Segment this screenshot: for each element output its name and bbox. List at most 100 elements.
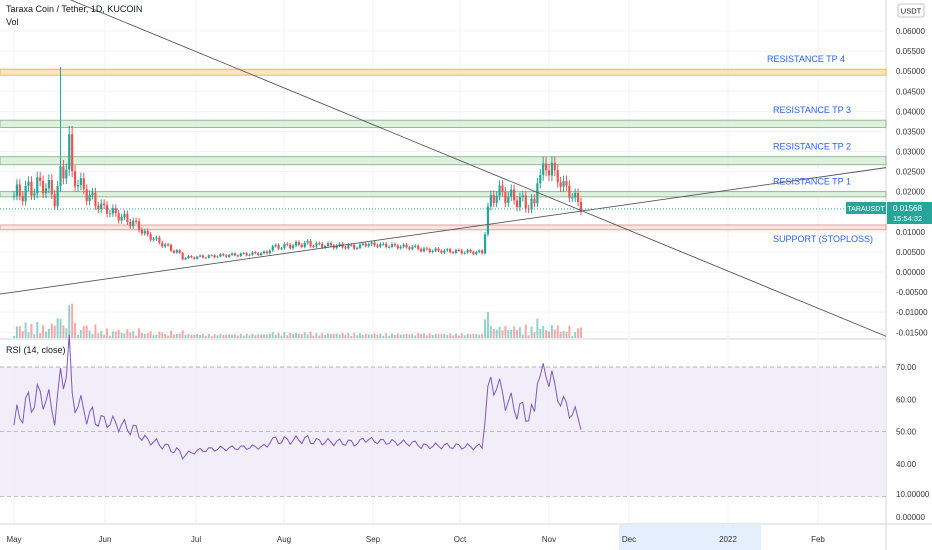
candle-body: [216, 256, 219, 258]
candle-body: [478, 250, 481, 253]
time-label: Aug: [277, 535, 291, 544]
volume-bar: [303, 332, 306, 338]
candle-body: [105, 205, 109, 214]
volume-bar: [126, 329, 129, 338]
candle-body: [454, 250, 458, 253]
volume-bar: [324, 334, 327, 338]
volume-bar: [550, 325, 553, 338]
volume-bar: [143, 333, 146, 338]
candle-body: [201, 255, 205, 258]
volume-bar: [306, 334, 309, 338]
candle-body: [254, 252, 257, 254]
volume-bar: [440, 334, 443, 338]
candle-body: [164, 244, 167, 247]
candle-body: [379, 244, 382, 247]
zone-label-1: RESISTANCE TP 3: [773, 105, 851, 115]
time-axis[interactable]: May Jun Jul Aug Sep Oct Nov Dec 2022 Feb: [6, 525, 825, 550]
volume-bar: [201, 334, 204, 338]
candle-body: [33, 193, 36, 196]
candle-body: [117, 213, 120, 221]
candle-body: [274, 244, 277, 247]
candle-body: [248, 254, 251, 256]
rsi-indicator: [0, 334, 886, 497]
rsi-axis[interactable]: 70.00 60.00 50.00 40.00 10.00000 0.00000: [896, 363, 930, 522]
candle-body: [210, 255, 213, 257]
candle-body: [56, 185, 59, 207]
trendline-0: [0, 167, 887, 295]
candle-body: [204, 257, 208, 259]
zone-2: [0, 156, 887, 166]
volume-bar: [484, 319, 487, 338]
last-price-value: 0.01568: [893, 204, 922, 213]
volume-bar: [175, 333, 178, 338]
candle-body: [126, 214, 129, 222]
volume-bar: [184, 334, 187, 338]
candle-body: [425, 248, 428, 250]
currency-button-label[interactable]: USDT: [901, 7, 922, 16]
currency-button-frame[interactable]: [897, 3, 925, 18]
volume-bar: [18, 326, 21, 338]
volume-bar: [341, 332, 344, 338]
candle-body: [408, 247, 411, 250]
candle-body: [544, 163, 548, 171]
candle-body: [91, 192, 94, 195]
candle-body: [382, 243, 385, 245]
candle-body: [466, 250, 469, 253]
volume-bar: [495, 329, 498, 338]
volume-bar: [577, 328, 580, 338]
time-label: Oct: [454, 535, 467, 544]
candle-body: [373, 242, 376, 246]
volume-bar: [204, 335, 207, 338]
candle-body: [236, 255, 239, 257]
price-axis[interactable]: 0.06000 0.05500 0.05000 0.04500 0.04000 0.035…: [896, 27, 928, 337]
time-label: Dec: [622, 535, 636, 544]
volume-bar: [158, 331, 161, 338]
symbol-badge-text: TARAUSDT: [847, 206, 885, 213]
candle-body: [507, 196, 510, 204]
time-axis-highlight: [619, 525, 761, 550]
volume-bar: [574, 332, 577, 338]
volume-bar: [103, 334, 106, 338]
candle-body: [324, 246, 327, 248]
volume-bar: [190, 334, 193, 338]
volume-bar: [138, 328, 141, 338]
last-price-tag: [887, 202, 932, 224]
price-pane[interactable]: [0, 0, 886, 338]
rsi-tick-label: 50.00: [896, 428, 917, 437]
candle-body: [518, 197, 522, 208]
volume-bar: [425, 335, 428, 338]
volume-bar: [370, 334, 373, 338]
zone-1: [0, 119, 887, 128]
volume-bar: [562, 331, 565, 338]
volume-bar: [486, 311, 489, 338]
volume-bar: [318, 335, 321, 338]
candle-body: [292, 245, 295, 249]
price-tick-label: 0.04000: [896, 107, 925, 116]
rsi-tick-label: 60.00: [896, 395, 917, 404]
price-tick-label: 0.02000: [896, 188, 925, 197]
volume-bar: [236, 335, 239, 338]
candle-body: [262, 251, 266, 254]
volume-bar: [193, 334, 196, 338]
candle-body: [335, 245, 338, 249]
candle-body: [36, 177, 39, 194]
time-label: Nov: [542, 535, 556, 544]
volume-bar: [129, 332, 132, 338]
volume-bar: [36, 322, 39, 338]
candle-body: [431, 250, 434, 253]
volume-bar: [516, 330, 519, 338]
volume-bar: [411, 333, 414, 338]
currency-button[interactable]: USDT: [897, 3, 925, 18]
volume-bar: [39, 333, 42, 338]
volume-bar: [117, 329, 120, 338]
candle-body: [396, 245, 399, 249]
candle-body: [390, 244, 394, 247]
candle-body: [47, 180, 50, 189]
candle-body: [463, 252, 466, 254]
volume-bar: [65, 328, 68, 338]
price-tick-label: 0.04500: [896, 87, 925, 96]
candles: [12, 67, 583, 261]
candle-body: [486, 206, 490, 235]
candle-body: [50, 180, 53, 195]
volume-bar: [79, 330, 82, 338]
